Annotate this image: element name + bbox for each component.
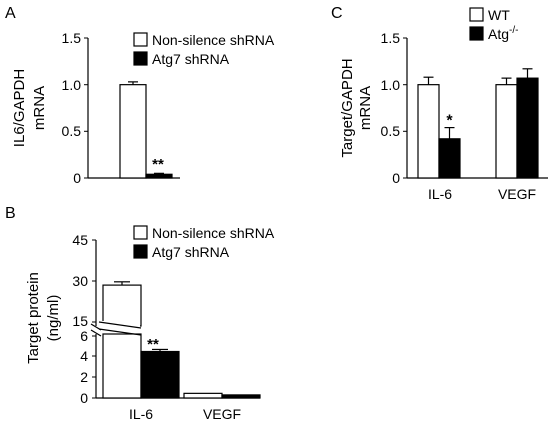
- x-tick-label-b-vegf: VEGF: [203, 406, 241, 422]
- legend-label-a-atg7: Atg7 shRNA: [152, 51, 230, 67]
- y-axis-label-a-line1: IL6/GAPDH: [11, 69, 28, 147]
- y-tick-label-b-4: 4: [80, 348, 88, 364]
- bar-b-vegf-atg7: [222, 395, 260, 398]
- bar-b-vegf-non-silence: [184, 393, 222, 398]
- x-tick-label-c-il6: IL-6: [428, 186, 452, 202]
- panel-a: A IL6/GAPDH mRNA 0 0.5 1.0 1.5 ** Non-si: [5, 5, 275, 186]
- y-axis-label-b-line2: (ng/ml): [45, 295, 62, 342]
- y-tick-label-b-15: 15: [72, 313, 88, 329]
- panel-label-c: C: [331, 5, 343, 22]
- legend-label-c-atg: Atg-/-: [488, 25, 518, 42]
- x-tick-label-b-il6: IL-6: [129, 406, 153, 422]
- bar-c-vegf-wt: [496, 85, 517, 178]
- y-ticks-b: 45 30 15 6 4 2 0: [72, 232, 96, 406]
- legend-label-c-atg-sup: -/-: [509, 25, 518, 36]
- legend-swatch-a-non-silence: [134, 33, 147, 46]
- y-axis-label-a-line2: mRNA: [31, 86, 48, 130]
- bars-b: **: [99, 282, 260, 398]
- legend-swatch-c-atg: [470, 27, 483, 40]
- y-tick-label-b-0: 0: [80, 390, 88, 406]
- panel-label-b: B: [5, 205, 16, 222]
- panel-label-a: A: [5, 5, 16, 22]
- y-tick-label-b-2: 2: [80, 369, 88, 385]
- legend-label-c-atg-base: Atg: [488, 26, 509, 42]
- bar-a-non-silence: [120, 85, 146, 178]
- y-axis-label-c-line1: Target/GAPDH: [339, 58, 356, 157]
- legend-swatch-c-wt: [470, 8, 483, 21]
- y-axis-label-c-line2: mRNA: [357, 86, 374, 130]
- bars-c: *: [418, 69, 538, 178]
- y-tick-label-b-45: 45: [72, 232, 88, 248]
- bar-b-il6-atg7: [141, 352, 179, 399]
- bar-b-il6-non-silence-upper: [103, 285, 141, 326]
- legend-swatch-a-atg7: [134, 52, 147, 65]
- legend-label-c-wt: WT: [488, 7, 510, 23]
- y-tick-label-a-3: 1.5: [62, 30, 82, 46]
- y-tick-label-a-1: 0.5: [62, 123, 82, 139]
- bar-c-il6-wt: [418, 85, 439, 178]
- panel-c: C Target/GAPDH mRNA 0 0.5 1.0 1.5 * IL-6…: [331, 5, 548, 202]
- panel-b: B Target protein (ng/ml) 45 30 15 6 4 2 …: [5, 205, 275, 422]
- significance-a: **: [152, 156, 164, 173]
- bar-b-il6-non-silence-lower: [103, 334, 141, 398]
- legend-label-b-atg7: Atg7 shRNA: [152, 244, 230, 260]
- legend-a: Non-silence shRNA Atg7 shRNA: [134, 32, 275, 67]
- legend-c: WT Atg-/-: [470, 7, 518, 42]
- bar-a-atg7: [146, 174, 172, 178]
- bar-c-il6-atg: [439, 139, 460, 178]
- y-tick-label-a-0: 0: [73, 170, 81, 186]
- y-tick-label-b-30: 30: [72, 273, 88, 289]
- y-ticks-c: 0 0.5 1.0 1.5: [381, 30, 407, 186]
- legend-b: Non-silence shRNA Atg7 shRNA: [134, 225, 275, 260]
- y-axis-label-b-line1: Target protein: [25, 272, 42, 364]
- y-tick-label-a-2: 1.0: [62, 77, 82, 93]
- bars-a: **: [120, 82, 172, 178]
- y-tick-label-c-2: 1.0: [381, 77, 401, 93]
- y-tick-label-c-1: 0.5: [381, 123, 401, 139]
- x-tick-label-c-vegf: VEGF: [498, 186, 536, 202]
- y-ticks-a: 0 0.5 1.0 1.5: [62, 30, 88, 186]
- significance-c-il6: *: [446, 113, 453, 130]
- legend-label-b-non-silence: Non-silence shRNA: [152, 225, 275, 241]
- y-tick-label-c-3: 1.5: [381, 30, 401, 46]
- legend-swatch-b-atg7: [134, 245, 147, 258]
- bar-c-vegf-atg: [517, 78, 538, 178]
- legend-swatch-b-non-silence: [134, 226, 147, 239]
- y-tick-label-c-0: 0: [392, 170, 400, 186]
- y-tick-label-b-6: 6: [80, 328, 88, 344]
- legend-label-a-non-silence: Non-silence shRNA: [152, 32, 275, 48]
- significance-b: **: [147, 336, 159, 353]
